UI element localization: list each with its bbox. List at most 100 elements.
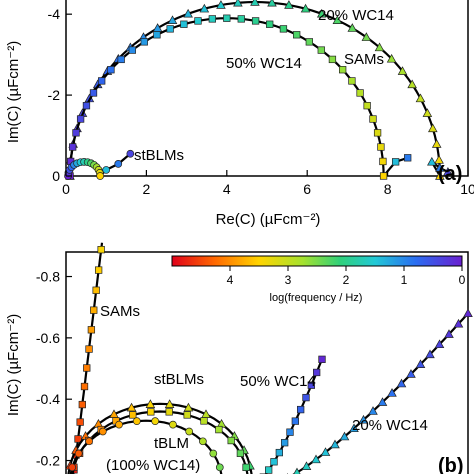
data-point bbox=[215, 463, 224, 472]
data-point bbox=[97, 246, 105, 254]
data-point bbox=[92, 286, 100, 294]
data-point bbox=[265, 466, 273, 474]
data-point bbox=[317, 46, 325, 54]
data-point bbox=[358, 414, 369, 424]
data-point bbox=[301, 461, 312, 470]
data-point bbox=[147, 408, 155, 416]
y-tick-label: -4 bbox=[48, 6, 61, 22]
data-point bbox=[434, 155, 444, 164]
data-point bbox=[164, 399, 175, 408]
data-point bbox=[107, 66, 115, 74]
colorbar: 4 3 2 1 0 log(frequency / Hz) bbox=[171, 255, 466, 304]
data-point bbox=[270, 458, 278, 466]
annotation-20-wc14-b: 20% WC14 bbox=[352, 417, 428, 434]
data-point bbox=[140, 38, 148, 46]
data-point bbox=[444, 329, 454, 338]
data-point bbox=[415, 359, 426, 368]
data-point bbox=[199, 437, 207, 446]
data-point bbox=[339, 66, 347, 74]
data-point bbox=[348, 77, 356, 85]
data-point bbox=[435, 171, 445, 180]
data-point bbox=[233, 0, 243, 7]
data-point bbox=[72, 129, 80, 137]
data-point bbox=[293, 31, 301, 39]
y-tick-label: -0.6 bbox=[36, 330, 60, 346]
data-point bbox=[180, 20, 188, 28]
panel-a-frame bbox=[65, 0, 469, 177]
data-point bbox=[379, 172, 388, 180]
data-point bbox=[98, 77, 106, 85]
data-point bbox=[250, 0, 260, 6]
data-point bbox=[391, 158, 400, 166]
data-point bbox=[76, 418, 84, 426]
panel-a-xlabel: Re(C) (µFcm⁻²) bbox=[216, 211, 321, 228]
fit-line bbox=[292, 312, 469, 474]
data-point bbox=[422, 108, 433, 117]
x-tick-label: 8 bbox=[384, 181, 392, 197]
data-point bbox=[356, 89, 364, 97]
data-point bbox=[183, 402, 194, 412]
x-tick-label: 0 bbox=[62, 181, 70, 197]
panel-a: 0 2 4 6 8 100-2-4 (a) 20% WC14 50% WC14 SAMs … bbox=[5, 0, 474, 228]
data-point bbox=[361, 32, 372, 41]
data-point bbox=[305, 38, 313, 46]
data-point bbox=[368, 406, 378, 415]
data-point bbox=[339, 431, 350, 441]
annotation-stblms-a: stBLMs bbox=[134, 147, 184, 164]
data-point bbox=[379, 157, 387, 166]
data-point bbox=[284, 0, 294, 9]
annotation-sams-b: SAMs bbox=[100, 303, 140, 320]
data-point bbox=[266, 20, 274, 28]
y-tick-label: -0.2 bbox=[36, 453, 60, 469]
data-point bbox=[132, 417, 141, 425]
colorbar-label: log(frequency / Hz) bbox=[270, 292, 363, 304]
data-point bbox=[307, 381, 315, 389]
data-point bbox=[153, 31, 161, 39]
data-point bbox=[126, 149, 135, 158]
data-point bbox=[428, 123, 438, 133]
y-tick-label: 0 bbox=[52, 168, 60, 184]
data-point bbox=[209, 449, 218, 458]
data-point bbox=[407, 79, 417, 89]
annotation-50-wc14-a: 50% WC14 bbox=[226, 55, 302, 72]
data-point bbox=[281, 439, 289, 447]
annotation-tblm: tBLM bbox=[154, 435, 189, 452]
annotation-sams-a: SAMs bbox=[344, 51, 384, 68]
data-point bbox=[293, 467, 301, 474]
data-point bbox=[251, 17, 260, 25]
data-point bbox=[128, 46, 136, 54]
panel-b-marks bbox=[65, 242, 473, 474]
data-point bbox=[404, 154, 412, 162]
data-point bbox=[443, 167, 453, 176]
data-point bbox=[166, 25, 174, 33]
panel-a-label: (a) bbox=[438, 163, 462, 185]
data-point bbox=[117, 55, 125, 64]
data-point bbox=[373, 129, 382, 137]
x-tick-label: 6 bbox=[303, 181, 311, 197]
data-point bbox=[68, 463, 77, 472]
data-point bbox=[236, 449, 245, 457]
data-point bbox=[94, 266, 103, 274]
data-point bbox=[286, 428, 294, 436]
data-point bbox=[85, 437, 93, 446]
data-point bbox=[313, 368, 321, 377]
y-tick-label: -0.4 bbox=[36, 391, 60, 407]
data-point bbox=[311, 454, 321, 464]
data-point bbox=[275, 448, 283, 457]
data-point bbox=[330, 439, 340, 449]
data-point bbox=[349, 423, 359, 433]
data-point bbox=[463, 308, 473, 318]
data-point bbox=[427, 156, 437, 166]
colorbar-tick-label: 2 bbox=[343, 273, 350, 287]
data-point bbox=[216, 0, 226, 9]
data-point bbox=[169, 420, 177, 429]
data-point bbox=[369, 115, 377, 123]
data-point bbox=[435, 162, 445, 172]
data-point bbox=[374, 42, 385, 52]
data-point bbox=[387, 388, 397, 397]
y-tick-label: -0.8 bbox=[36, 269, 60, 285]
data-point bbox=[386, 53, 397, 63]
data-point bbox=[453, 318, 464, 328]
data-point bbox=[102, 166, 111, 174]
data-point bbox=[434, 339, 445, 349]
